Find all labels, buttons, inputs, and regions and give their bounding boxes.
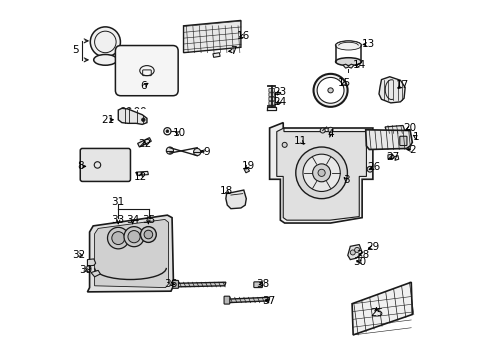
Circle shape (144, 230, 152, 239)
Polygon shape (212, 53, 220, 57)
Circle shape (303, 154, 340, 192)
Text: 38: 38 (256, 279, 269, 289)
Polygon shape (351, 282, 411, 335)
Circle shape (282, 142, 286, 147)
Polygon shape (347, 244, 362, 260)
Text: 6: 6 (140, 81, 146, 91)
Text: 21: 21 (101, 115, 114, 125)
FancyBboxPatch shape (268, 93, 274, 96)
Text: 5: 5 (72, 45, 79, 55)
Text: 17: 17 (395, 80, 408, 90)
Text: 9: 9 (203, 147, 210, 157)
Circle shape (366, 166, 372, 172)
Polygon shape (244, 167, 249, 173)
Circle shape (90, 27, 120, 57)
Circle shape (128, 230, 140, 243)
Text: 16: 16 (237, 31, 250, 41)
FancyBboxPatch shape (268, 89, 274, 92)
Text: 11: 11 (294, 136, 307, 146)
Text: 7: 7 (230, 46, 237, 56)
Text: 13: 13 (361, 40, 374, 49)
Ellipse shape (327, 88, 333, 93)
Polygon shape (136, 171, 148, 175)
Text: 27: 27 (386, 152, 399, 162)
Text: 29: 29 (366, 242, 379, 252)
Ellipse shape (317, 77, 344, 103)
Text: 24: 24 (272, 97, 285, 107)
FancyBboxPatch shape (399, 136, 406, 145)
FancyBboxPatch shape (253, 282, 262, 288)
Circle shape (142, 118, 145, 122)
Text: 33: 33 (111, 215, 124, 225)
Text: 10: 10 (172, 129, 185, 138)
Circle shape (312, 164, 330, 182)
Text: 8: 8 (77, 161, 83, 171)
Polygon shape (225, 190, 246, 209)
Circle shape (354, 247, 359, 252)
FancyBboxPatch shape (172, 280, 178, 288)
Circle shape (349, 250, 355, 255)
Text: 28: 28 (355, 249, 369, 260)
Circle shape (193, 148, 201, 156)
Text: 34: 34 (126, 215, 139, 225)
Text: 2: 2 (409, 144, 415, 154)
Text: 23: 23 (272, 87, 285, 97)
Text: 1: 1 (412, 132, 418, 142)
Text: 12: 12 (134, 172, 147, 182)
FancyBboxPatch shape (268, 97, 274, 101)
Polygon shape (228, 297, 269, 303)
Polygon shape (269, 123, 372, 223)
FancyBboxPatch shape (80, 148, 130, 181)
Text: 4: 4 (326, 130, 333, 139)
Circle shape (166, 147, 173, 154)
Polygon shape (87, 259, 96, 266)
Polygon shape (365, 130, 411, 149)
Polygon shape (177, 282, 225, 287)
Circle shape (295, 147, 346, 199)
Ellipse shape (313, 74, 347, 107)
Text: 36: 36 (164, 279, 177, 289)
Ellipse shape (335, 41, 361, 50)
Text: 39: 39 (79, 265, 92, 275)
Polygon shape (343, 64, 353, 68)
FancyBboxPatch shape (268, 102, 274, 105)
Polygon shape (118, 108, 147, 125)
Text: 32: 32 (72, 249, 85, 260)
Circle shape (140, 226, 156, 242)
Text: 14: 14 (352, 60, 365, 70)
Text: 3: 3 (343, 175, 349, 185)
Text: 15: 15 (338, 78, 351, 88)
FancyBboxPatch shape (115, 45, 178, 96)
Circle shape (320, 128, 325, 133)
Circle shape (165, 130, 168, 133)
Circle shape (112, 231, 124, 244)
Text: 30: 30 (353, 257, 366, 267)
Polygon shape (87, 215, 173, 292)
Circle shape (317, 169, 325, 176)
Text: 20: 20 (402, 123, 415, 133)
FancyBboxPatch shape (224, 296, 229, 304)
Text: 19: 19 (241, 161, 254, 171)
Text: 22: 22 (138, 139, 151, 149)
Polygon shape (91, 270, 100, 277)
Polygon shape (94, 220, 168, 288)
Text: 35: 35 (142, 215, 155, 225)
Text: 25: 25 (369, 309, 382, 318)
Polygon shape (378, 77, 405, 103)
Text: 18: 18 (220, 186, 233, 197)
Polygon shape (384, 126, 405, 134)
Polygon shape (183, 21, 241, 53)
Ellipse shape (335, 58, 361, 66)
Polygon shape (276, 128, 366, 220)
Circle shape (327, 127, 332, 132)
Ellipse shape (94, 54, 117, 65)
Text: 37: 37 (262, 296, 275, 306)
Circle shape (124, 226, 144, 247)
Polygon shape (387, 154, 394, 159)
Text: 31: 31 (111, 197, 124, 207)
Polygon shape (137, 138, 151, 147)
Circle shape (107, 227, 129, 249)
Text: 26: 26 (367, 162, 380, 172)
